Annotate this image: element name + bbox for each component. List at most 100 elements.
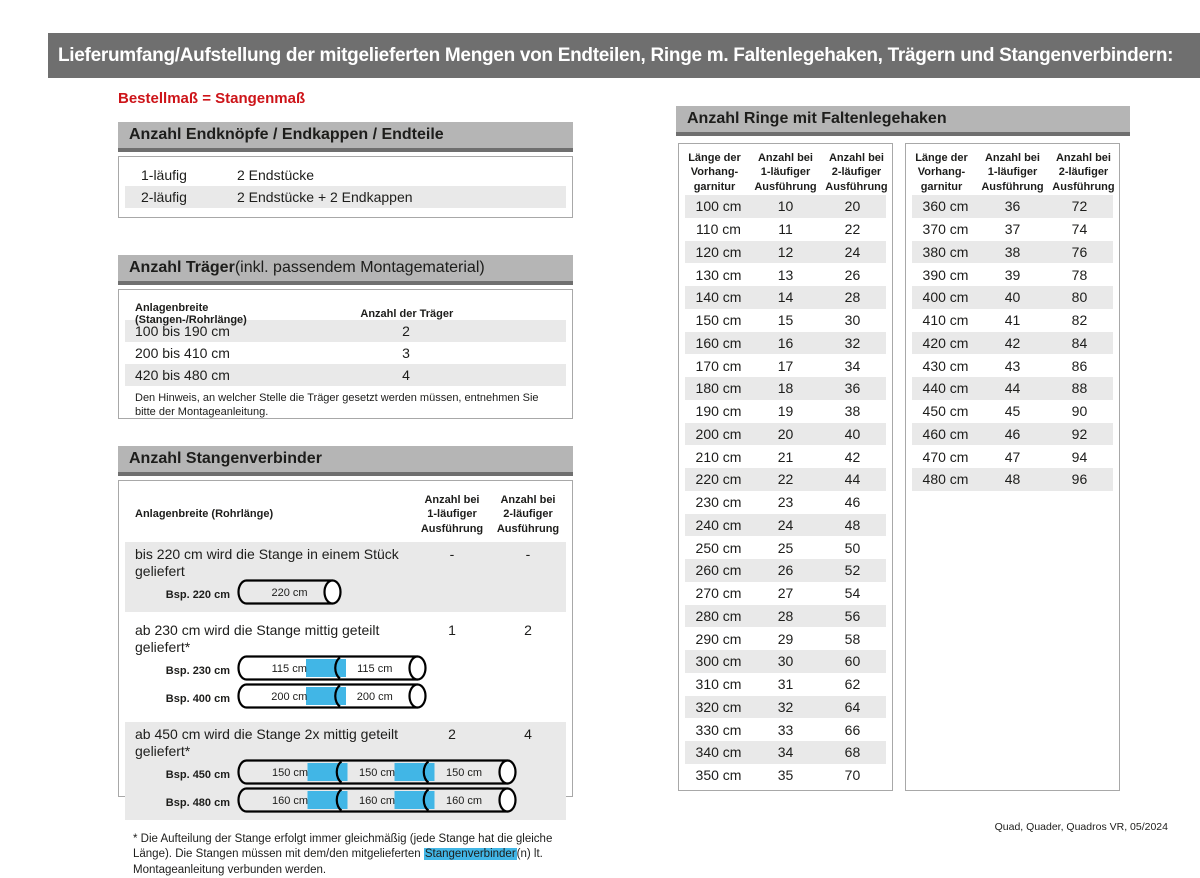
- rod-example-label: Bsp. 450 cm: [165, 768, 230, 781]
- garnitur-length: 350 cm: [695, 767, 742, 784]
- rings-2-laeufig: 90: [1071, 403, 1088, 420]
- rings-2-laeufig: 42: [844, 448, 861, 465]
- rings-2-laeufig: 20: [844, 198, 861, 215]
- document-footer: Quad, Quader, Quadros VR, 05/2024: [994, 821, 1168, 833]
- section-header-rings-label: Anzahl Ringe mit Faltenlegehaken: [687, 110, 947, 127]
- rings-1-laeufig: 45: [1004, 403, 1021, 420]
- rings-1-laeufig: 41: [1004, 312, 1021, 329]
- table-row: 280 cm 28 56: [685, 604, 886, 628]
- garnitur-length: 180 cm: [695, 380, 742, 397]
- rings-1-laeufig: 11: [778, 221, 793, 238]
- garnitur-length: 300 cm: [695, 653, 742, 670]
- section-header-traeger-sublabel: (inkl. passendem Montagematerial): [234, 259, 485, 276]
- traeger-col1-header: Anlagenbreite (Stangen-/Rohrlänge): [135, 302, 247, 326]
- table-row: 130 cm 13 26: [685, 263, 886, 286]
- garnitur-length: 200 cm: [695, 425, 742, 442]
- verbinder-col3-header: Anzahl bei 2-läufiger Ausführung: [496, 494, 560, 535]
- rings-table-2-header: Länge der Vorhang-garnitur Anzahl bei 1-läu…: [906, 144, 1119, 195]
- rings-2-laeufig: 30: [844, 312, 861, 329]
- row-value: 4: [402, 367, 410, 383]
- rings-2-laeufig: 50: [844, 539, 861, 556]
- row-header-line: ab 230 cm wird die Stange mittig geteilt…: [125, 622, 566, 656]
- garnitur-length: 360 cm: [922, 198, 969, 215]
- table-row: 420 bis 480 cm 4: [125, 364, 566, 386]
- rings-2-laeufig: 80: [1071, 289, 1088, 306]
- garnitur-length: 460 cm: [922, 425, 969, 442]
- table-row: 390 cm 39 78: [912, 263, 1113, 286]
- rings-2-laeufig: 32: [844, 334, 861, 351]
- table-row: 260 cm 26 52: [685, 559, 886, 582]
- rings-table-2: Länge der Vorhang-garnitur Anzahl bei 1-läu…: [905, 143, 1120, 791]
- garnitur-length: 340 cm: [695, 744, 742, 761]
- table-row: 240 cm 24 48: [685, 513, 886, 537]
- row-description: ab 230 cm wird die Stange mittig geteilt…: [135, 621, 380, 655]
- table-row: 210 cm 21 42: [685, 445, 886, 468]
- table-row: 100 bis 190 cm 2: [125, 320, 566, 342]
- rod-example-label: Bsp. 480 cm: [165, 796, 230, 809]
- rod-diagram: 115 cm 115 cm: [237, 655, 427, 681]
- traeger-col2-header: Anzahl der Träger: [360, 308, 454, 320]
- garnitur-length: 370 cm: [922, 221, 969, 238]
- table-row: 150 cm 15 30: [685, 309, 886, 332]
- rod-diagram-holder: 150 cm 150 cm 150 cm: [237, 759, 517, 790]
- garnitur-length: 160 cm: [695, 334, 742, 351]
- rings-2-laeufig: 72: [1071, 198, 1088, 215]
- rings-1-laeufig: 29: [777, 630, 794, 647]
- rings-1-laeufig: 46: [1004, 425, 1021, 442]
- row-label: 420 bis 480 cm: [135, 367, 230, 383]
- rod-diagram: 160 cm 160 cm 160 cm: [237, 787, 517, 813]
- qty-2-laeufig: -: [525, 545, 531, 562]
- rings-2-laeufig: 38: [844, 403, 861, 420]
- qty-1-laeufig: 1: [448, 621, 456, 638]
- rod-diagram-holder: 200 cm 200 cm: [237, 683, 427, 714]
- rings-column-header-3: Anzahl bei 2-läufiger Ausführung: [1052, 152, 1115, 193]
- table-row: 250 cm 25 50: [685, 536, 886, 559]
- rings-1-laeufig: 43: [1004, 357, 1021, 374]
- qty-2-laeufig: 2: [524, 621, 532, 638]
- garnitur-length: 110 cm: [696, 221, 741, 238]
- rings-column-header-1: Länge der Vorhang-garnitur: [688, 152, 741, 193]
- rings-1-laeufig: 32: [777, 698, 794, 715]
- svg-text:150 cm: 150 cm: [272, 767, 308, 779]
- table-row: 110 cm 11 22: [685, 218, 886, 241]
- rod-diagram: 150 cm 150 cm 150 cm: [237, 759, 517, 785]
- rings-1-laeufig: 42: [1004, 334, 1021, 351]
- rings-1-laeufig: 22: [777, 471, 794, 488]
- table-row: 140 cm 14 28: [685, 286, 886, 309]
- rings-1-laeufig: 35: [777, 767, 794, 784]
- table-row: 430 cm 43 86: [912, 354, 1113, 377]
- rings-2-laeufig: 54: [844, 585, 861, 602]
- rings-1-laeufig: 23: [777, 494, 794, 511]
- traeger-note: Den Hinweis, an welcher Stelle die Träge…: [135, 392, 539, 419]
- rings-2-laeufig: 64: [844, 698, 861, 715]
- rings-1-laeufig: 19: [777, 403, 794, 420]
- rings-2-laeufig: 22: [844, 221, 861, 238]
- table-row: 200 cm 20 40: [685, 422, 886, 446]
- row-header-line: bis 220 cm wird die Stange in einem Stüc…: [125, 546, 566, 580]
- rings-1-laeufig: 47: [1004, 448, 1021, 465]
- rings-column-header-3: Anzahl bei 2-läufiger Ausführung: [825, 152, 888, 193]
- rings-2-laeufig: 96: [1071, 471, 1088, 488]
- rings-column-header-1: Länge der Vorhang-garnitur: [915, 152, 968, 193]
- page-title: Lieferumfang/Aufstellung der mitgeliefer…: [58, 44, 1174, 66]
- rings-1-laeufig: 36: [1004, 198, 1021, 215]
- rings-1-laeufig: 40: [1004, 289, 1021, 306]
- rod-example-label: Bsp. 400 cm: [165, 692, 230, 705]
- endteile-table: 1-läufig 2 Endstücke 2-läufig 2 Endstücke +…: [118, 156, 573, 218]
- section-header-endteile-label: Anzahl Endknöpfe / Endkappen / Endteile: [129, 126, 444, 143]
- table-row: 190 cm 19 38: [685, 400, 886, 423]
- table-row: 300 cm 30 60: [685, 650, 886, 673]
- table-row: 450 cm 45 90: [912, 400, 1113, 423]
- rings-1-laeufig: 33: [777, 721, 794, 738]
- garnitur-length: 410 cm: [922, 312, 969, 329]
- highlighted-term: Stangenverbinder: [423, 848, 517, 861]
- garnitur-length: 330 cm: [695, 721, 742, 738]
- rod-example-line: Bsp. 230 cm 115 cm 115 cm: [125, 655, 566, 684]
- rings-1-laeufig: 10: [777, 198, 794, 215]
- verbinder-table-body: bis 220 cm wird die Stange in einem Stüc…: [119, 541, 572, 820]
- rod-example-line: Bsp. 220 cm 220 cm: [125, 579, 566, 608]
- rings-2-laeufig: 84: [1071, 334, 1088, 351]
- garnitur-length: 250 cm: [695, 539, 742, 556]
- row-value: 3: [402, 345, 410, 361]
- garnitur-length: 240 cm: [695, 516, 742, 533]
